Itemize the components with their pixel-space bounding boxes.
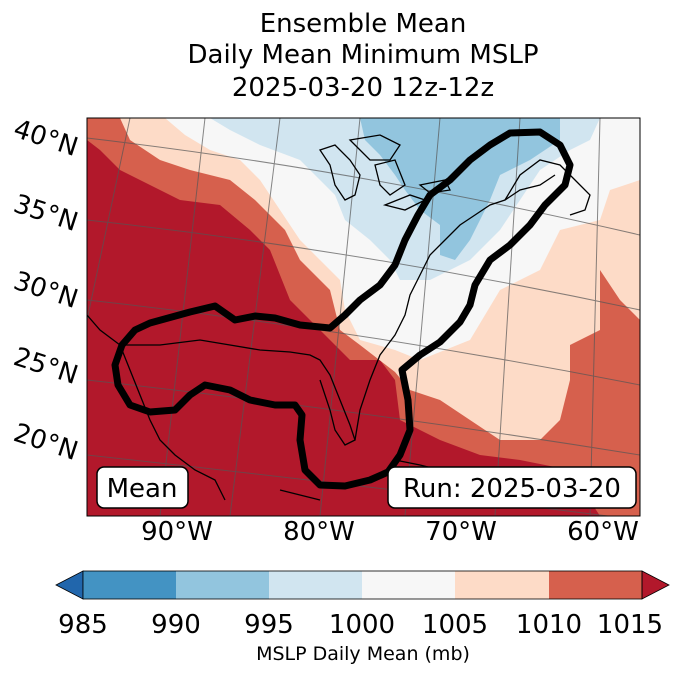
coast-mexico-gulf	[87, 314, 226, 501]
colorbar-extend-low	[55, 570, 84, 600]
lon-label-70w: 70°W	[425, 517, 497, 547]
colorbar-tick-995: 995	[244, 610, 294, 640]
colorbar-frame	[82, 570, 643, 600]
colorbar-axis-label: MSLP Daily Mean (mb)	[256, 643, 470, 665]
lat-label-25n: 25°N	[10, 342, 82, 391]
meridian-65w	[589, 118, 601, 516]
parallel-30	[87, 299, 640, 386]
lon-label-90w: 90°W	[141, 517, 213, 547]
colorbar-extend-high	[641, 570, 670, 600]
colorbar-tick-1010: 1010	[516, 610, 582, 640]
mean-box	[96, 466, 189, 509]
lake-superior	[348, 134, 401, 161]
lon-label-80w: 80°W	[283, 517, 355, 547]
map-frame	[86, 117, 641, 517]
colorbar-bin-990	[176, 571, 269, 599]
run-box	[387, 466, 637, 509]
coast-gulf-florida	[120, 339, 356, 446]
mean-box-label: Mean	[107, 474, 178, 504]
colorbar-tick-985: 985	[58, 610, 108, 640]
colorbar-bin-1000	[362, 571, 455, 599]
meridian-75w	[404, 118, 441, 516]
colorbar-bin-1010	[549, 571, 642, 599]
coast-central-america	[279, 489, 321, 501]
map-area	[87, 118, 640, 516]
title-line-1: Ensemble Mean	[260, 9, 467, 39]
colorbar-tick-1005: 1005	[422, 610, 488, 640]
colorbar-tick-1000: 1000	[329, 610, 395, 640]
title-line-2: Daily Mean Minimum MSLP	[187, 40, 538, 70]
colorbar-bin-1005	[455, 571, 549, 599]
lake-michigan	[318, 144, 361, 201]
lake-ontario	[418, 179, 451, 194]
title-line-3: 2025-03-20 12z-12z	[232, 73, 494, 103]
coast-atlantic	[354, 174, 556, 441]
lat-label-20n: 20°N	[10, 418, 82, 467]
field-band-990	[360, 118, 560, 260]
meridian-95w	[87, 118, 131, 321]
contour-outline	[111, 128, 574, 490]
parallel-40	[87, 137, 640, 236]
parallel-20	[87, 454, 612, 516]
lat-label-35n: 35°N	[10, 189, 82, 238]
parallel-35	[87, 219, 640, 311]
lat-label-30n: 30°N	[10, 266, 82, 315]
colorbar-bin-985	[83, 571, 176, 599]
parallel-25	[87, 379, 640, 456]
lat-label-40n: 40°N	[10, 114, 82, 163]
lon-label-60w: 60°W	[567, 517, 639, 547]
colorbar-bin-995	[269, 571, 362, 599]
lake-huron	[374, 159, 406, 196]
colorbar-tick-990: 990	[151, 610, 201, 640]
colorbar-tick-1015: 1015	[597, 610, 663, 640]
meridian-70w	[494, 118, 521, 516]
coastlines	[87, 134, 591, 501]
colorbar: 985 990 995 1000 1005 1010 1015 MSLP Dai…	[55, 570, 670, 665]
run-box-label: Run: 2025-03-20	[403, 474, 621, 504]
